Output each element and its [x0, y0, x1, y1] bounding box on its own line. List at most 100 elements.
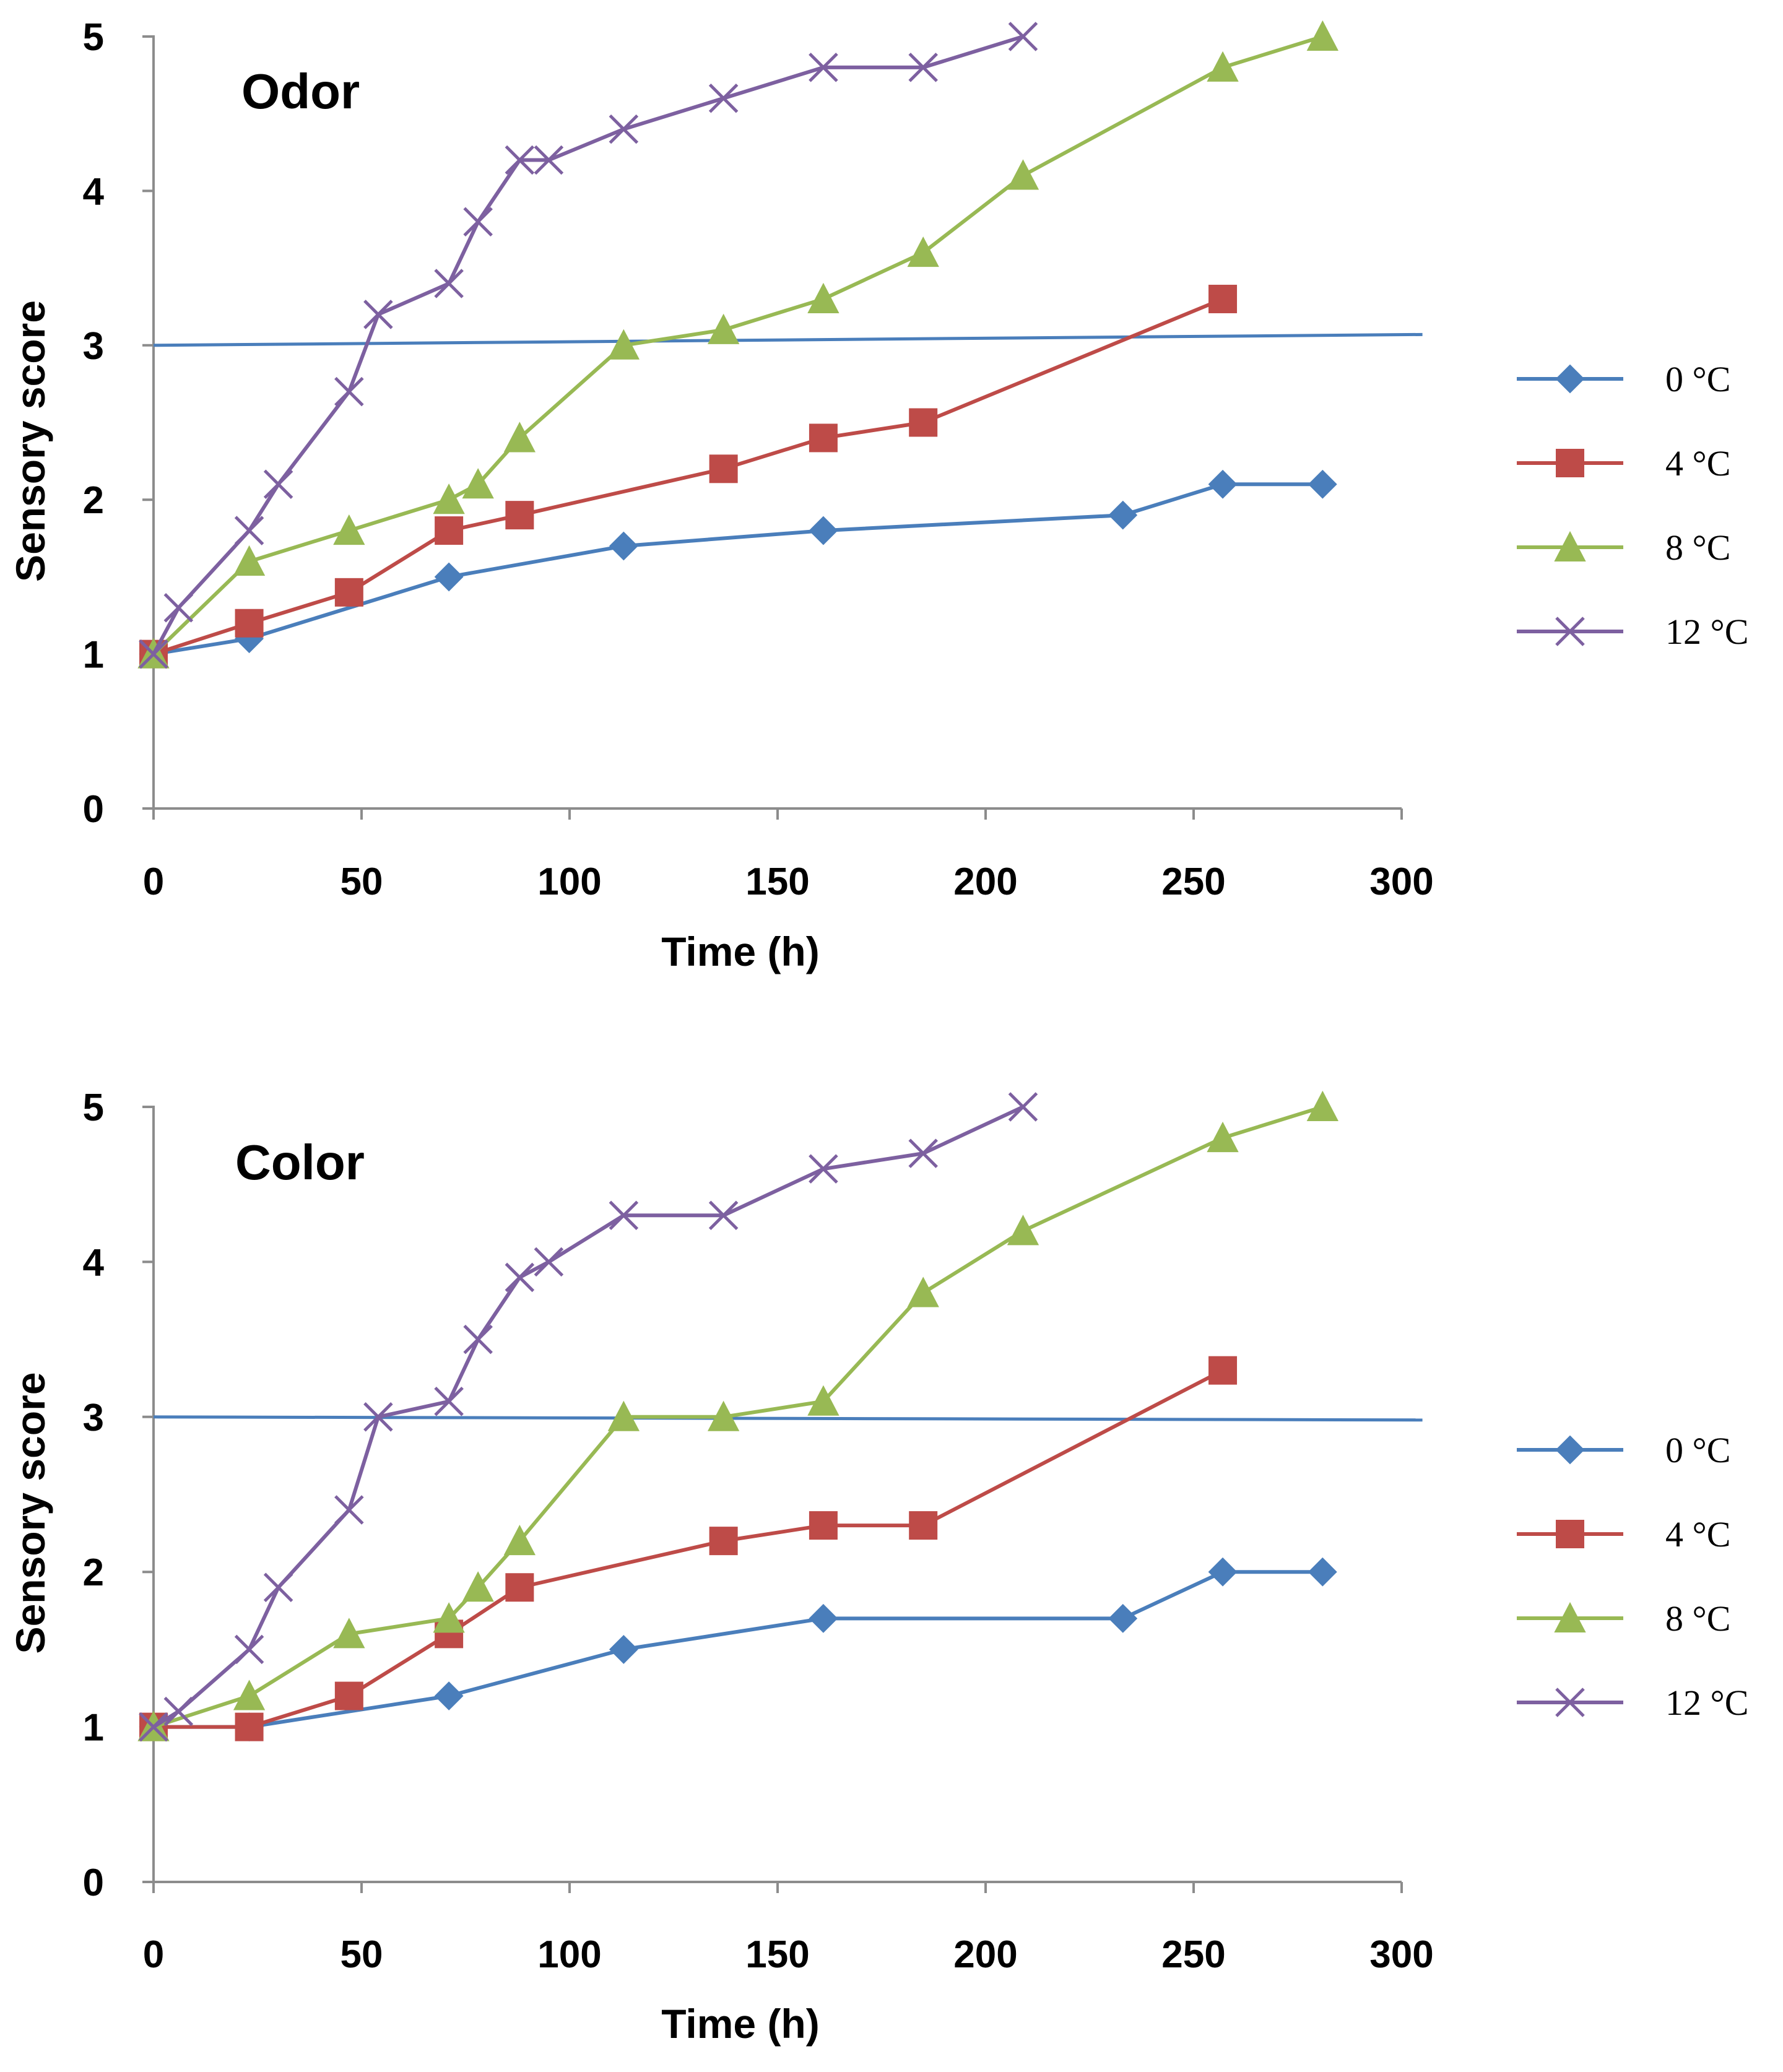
data-point — [233, 1680, 266, 1710]
y-tick-label: 4 — [83, 170, 105, 213]
panel-title: Odor — [241, 64, 360, 119]
series-0Cc — [139, 1557, 1337, 1742]
data-point — [463, 1324, 493, 1355]
legend-label: 8 °C — [1665, 1598, 1730, 1639]
data-point — [434, 1681, 464, 1710]
data-point — [609, 531, 638, 561]
data-point — [334, 1495, 364, 1525]
data-point — [707, 1400, 740, 1431]
data-point — [709, 454, 738, 483]
data-point — [462, 468, 494, 499]
legend-entry-12Cc: 12 °C — [1517, 1683, 1748, 1723]
data-point — [1207, 1121, 1239, 1153]
data-point — [809, 1511, 838, 1540]
data-point — [435, 516, 464, 545]
y-axis-title: Sensory score — [7, 300, 53, 582]
data-point — [139, 1712, 168, 1742]
x-tick-label: 250 — [1161, 860, 1225, 903]
series-12Cc — [139, 1092, 1038, 1742]
series-line — [154, 1570, 1323, 1729]
data-point — [1208, 1557, 1238, 1587]
data-point — [1208, 1356, 1238, 1385]
data-point — [163, 1696, 194, 1727]
data-point — [139, 639, 168, 669]
y-tick-label: 2 — [83, 479, 104, 522]
y-tick-label: 0 — [83, 788, 104, 831]
y-tick-label: 1 — [83, 634, 104, 677]
data-point — [1007, 1215, 1039, 1246]
y-tick-label: 5 — [83, 1086, 104, 1129]
data-point — [263, 469, 293, 500]
x-tick-label: 200 — [953, 860, 1017, 903]
legend-label: 4 °C — [1665, 1514, 1730, 1554]
data-point — [1308, 469, 1337, 499]
legend-label: 12 °C — [1665, 1683, 1748, 1723]
y-tick-label: 1 — [83, 1707, 104, 1749]
data-point — [534, 1247, 564, 1277]
legend-marker — [1555, 364, 1585, 394]
data-point — [1306, 1090, 1338, 1121]
data-point — [503, 1524, 536, 1556]
data-point — [909, 408, 938, 437]
data-point — [809, 53, 838, 82]
data-point — [363, 1402, 393, 1432]
data-point — [908, 1138, 938, 1168]
data-point — [1008, 1092, 1038, 1122]
x-tick-label: 250 — [1161, 1933, 1225, 1976]
x-tick-label: 150 — [745, 860, 809, 903]
x-axis-title: Time (h) — [661, 2001, 819, 2047]
legend-marker — [1555, 1688, 1585, 1717]
legend-marker — [1556, 1520, 1584, 1548]
data-point — [607, 1400, 640, 1431]
x-tick-label: 100 — [537, 1933, 601, 1976]
legend-entry-8Cc: 8 °C — [1517, 527, 1730, 568]
data-point — [1308, 1557, 1337, 1587]
data-point — [233, 545, 266, 576]
data-point — [263, 1572, 293, 1603]
panel-title: Color — [235, 1135, 365, 1190]
y-tick-label: 0 — [83, 1862, 104, 1904]
data-point — [609, 1634, 638, 1664]
x-tick-label: 150 — [745, 1933, 809, 1976]
data-point — [1306, 20, 1338, 51]
data-point — [334, 1681, 363, 1710]
data-point — [607, 329, 640, 360]
y-tick-label: 3 — [83, 325, 104, 368]
data-point — [809, 516, 838, 545]
y-tick-label: 5 — [83, 16, 104, 59]
data-point — [708, 83, 739, 113]
data-point — [1007, 159, 1039, 190]
legend-label: 8 °C — [1665, 527, 1730, 568]
legend-marker — [1555, 617, 1585, 646]
legend-label: 0 °C — [1665, 359, 1730, 399]
data-point — [809, 1603, 838, 1633]
data-point — [1108, 500, 1138, 530]
data-point — [505, 145, 535, 175]
legend-entry-0Cc: 0 °C — [1517, 359, 1730, 399]
data-point — [434, 562, 464, 592]
data-point — [1208, 469, 1238, 499]
x-tick-label: 100 — [537, 860, 601, 903]
legend-label: 12 °C — [1665, 612, 1748, 652]
threshold-line — [153, 332, 1423, 347]
x-tick-label: 200 — [953, 1933, 1017, 1976]
y-tick-label: 3 — [83, 1397, 104, 1439]
y-tick-label: 2 — [83, 1551, 104, 1594]
series-8Cc — [137, 1090, 1338, 1741]
data-point — [1208, 284, 1238, 313]
legend-entry-4Cc: 4 °C — [1517, 443, 1730, 483]
data-point — [503, 422, 536, 453]
data-point — [534, 145, 564, 175]
data-point — [334, 376, 364, 407]
data-point — [363, 300, 393, 329]
legend-marker — [1554, 1602, 1586, 1632]
series-line — [153, 297, 1224, 656]
data-point — [908, 53, 938, 82]
data-point — [434, 269, 464, 298]
data-point — [1207, 51, 1239, 82]
data-point — [505, 1573, 534, 1602]
data-point — [707, 313, 740, 344]
data-point — [163, 593, 194, 623]
